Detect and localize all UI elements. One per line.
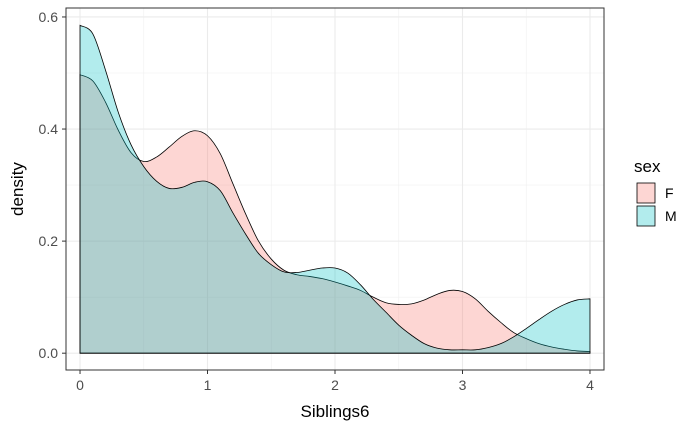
legend-swatch-F — [636, 182, 656, 204]
x-tick-label: 4 — [586, 377, 594, 393]
density-area-M — [79, 24, 591, 354]
x-axis-ticks: 0 1 2 3 4 — [76, 370, 594, 393]
y-axis-title: density — [8, 162, 27, 216]
y-tick-label: 0.2 — [39, 233, 59, 249]
x-axis-title: Siblings6 — [301, 402, 370, 421]
y-tick-label: 0.4 — [39, 121, 59, 137]
y-tick-label: 0.6 — [39, 9, 59, 25]
legend-key-M — [636, 205, 656, 227]
legend-label-F: F — [665, 185, 674, 201]
legend-items: FM — [636, 182, 677, 227]
x-tick-label: 1 — [204, 377, 212, 393]
legend-swatch-M — [636, 205, 656, 227]
y-tick-label: 0.0 — [39, 345, 59, 361]
density-areas — [79, 24, 591, 354]
density-area-F — [79, 74, 591, 354]
legend-label-M: M — [665, 208, 677, 224]
x-tick-label: 3 — [459, 377, 467, 393]
legend: sex FM — [634, 157, 677, 227]
x-tick-label: 0 — [76, 377, 84, 393]
x-tick-label: 2 — [331, 377, 339, 393]
y-axis-ticks: 0.0 0.2 0.4 0.6 — [39, 9, 66, 361]
legend-title: sex — [634, 157, 661, 176]
legend-key-F — [636, 182, 656, 204]
